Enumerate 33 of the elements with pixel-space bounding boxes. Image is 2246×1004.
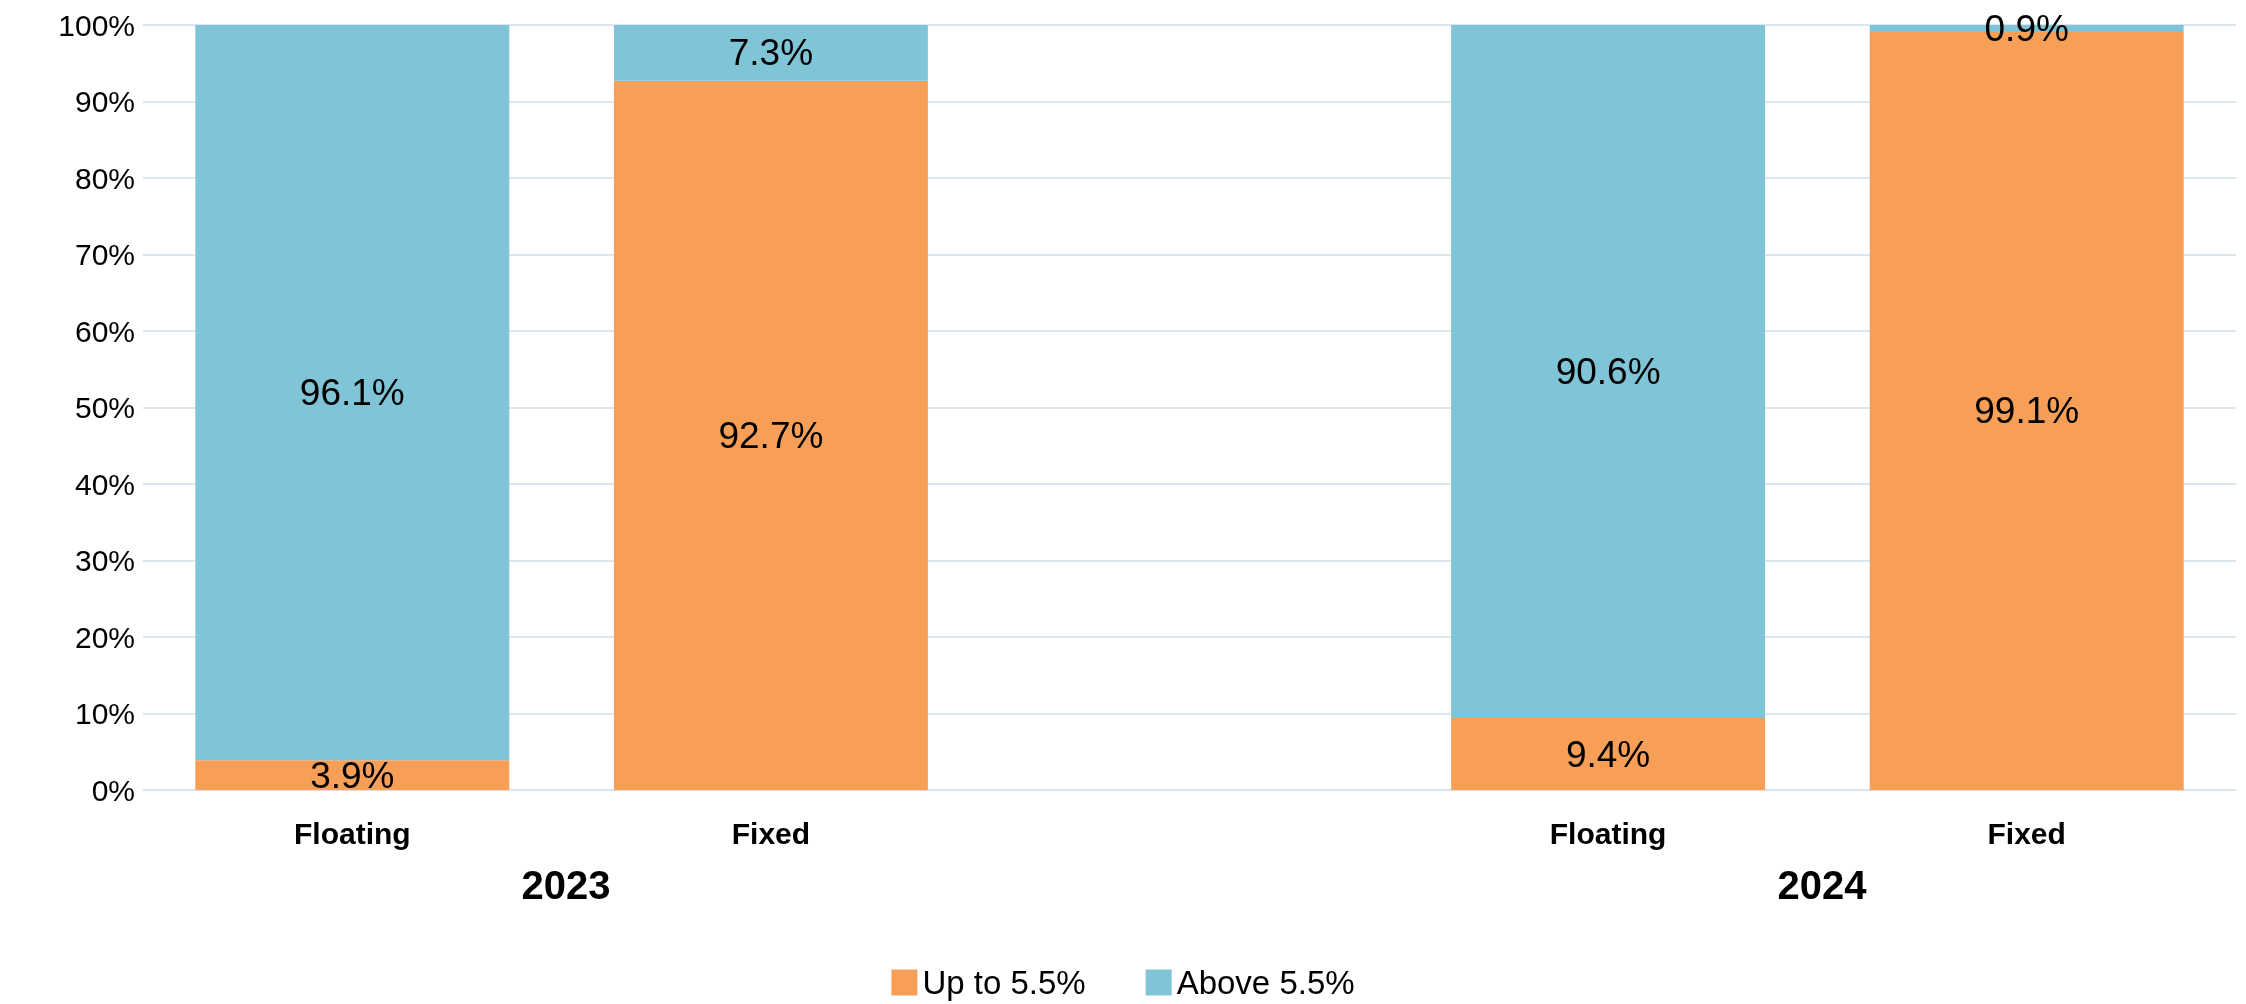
y-tick-label: 60% (74, 314, 135, 348)
data-label: 9.4% (1565, 733, 1651, 775)
legend-label: Above 5.5% (1176, 964, 1355, 1001)
y-tick-label: 10% (74, 697, 135, 730)
y-tick-label: 50% (74, 391, 135, 424)
legend-label: Up to 5.5% (922, 964, 1086, 1001)
y-tick-label: 90% (74, 85, 135, 118)
y-tick-label: 100% (58, 8, 135, 42)
bar (613, 80, 928, 790)
data-label: 7.3% (728, 32, 814, 74)
data-label: 96.1% (299, 372, 405, 414)
y-tick-label: 0% (91, 773, 135, 807)
y-tick-label: 70% (74, 238, 135, 271)
data-label: 99.1% (1974, 390, 2080, 432)
x-tick-label: Floating (1549, 816, 1667, 850)
bar (1451, 718, 1766, 790)
y-tick-label: 30% (74, 544, 135, 577)
x-tick-label: Floating (293, 816, 411, 850)
bar (613, 25, 928, 81)
text: 2024 (1777, 863, 1868, 907)
data-label: 92.7% (718, 414, 824, 456)
text: 2023 (521, 863, 611, 907)
bar (195, 25, 510, 761)
y-tick-label: 20% (74, 620, 135, 654)
data-label: 90.6% (1555, 351, 1661, 393)
bar (195, 760, 510, 790)
x-tick-label: Fixed (1987, 816, 2066, 850)
data-label: 3.9% (310, 754, 395, 796)
y-tick-label: 40% (74, 467, 135, 501)
x-tick-label: Fixed (731, 816, 811, 850)
bar (1451, 25, 1766, 719)
data-label: 0.9% (1984, 7, 2069, 49)
y-tick-label: 80% (74, 161, 135, 195)
